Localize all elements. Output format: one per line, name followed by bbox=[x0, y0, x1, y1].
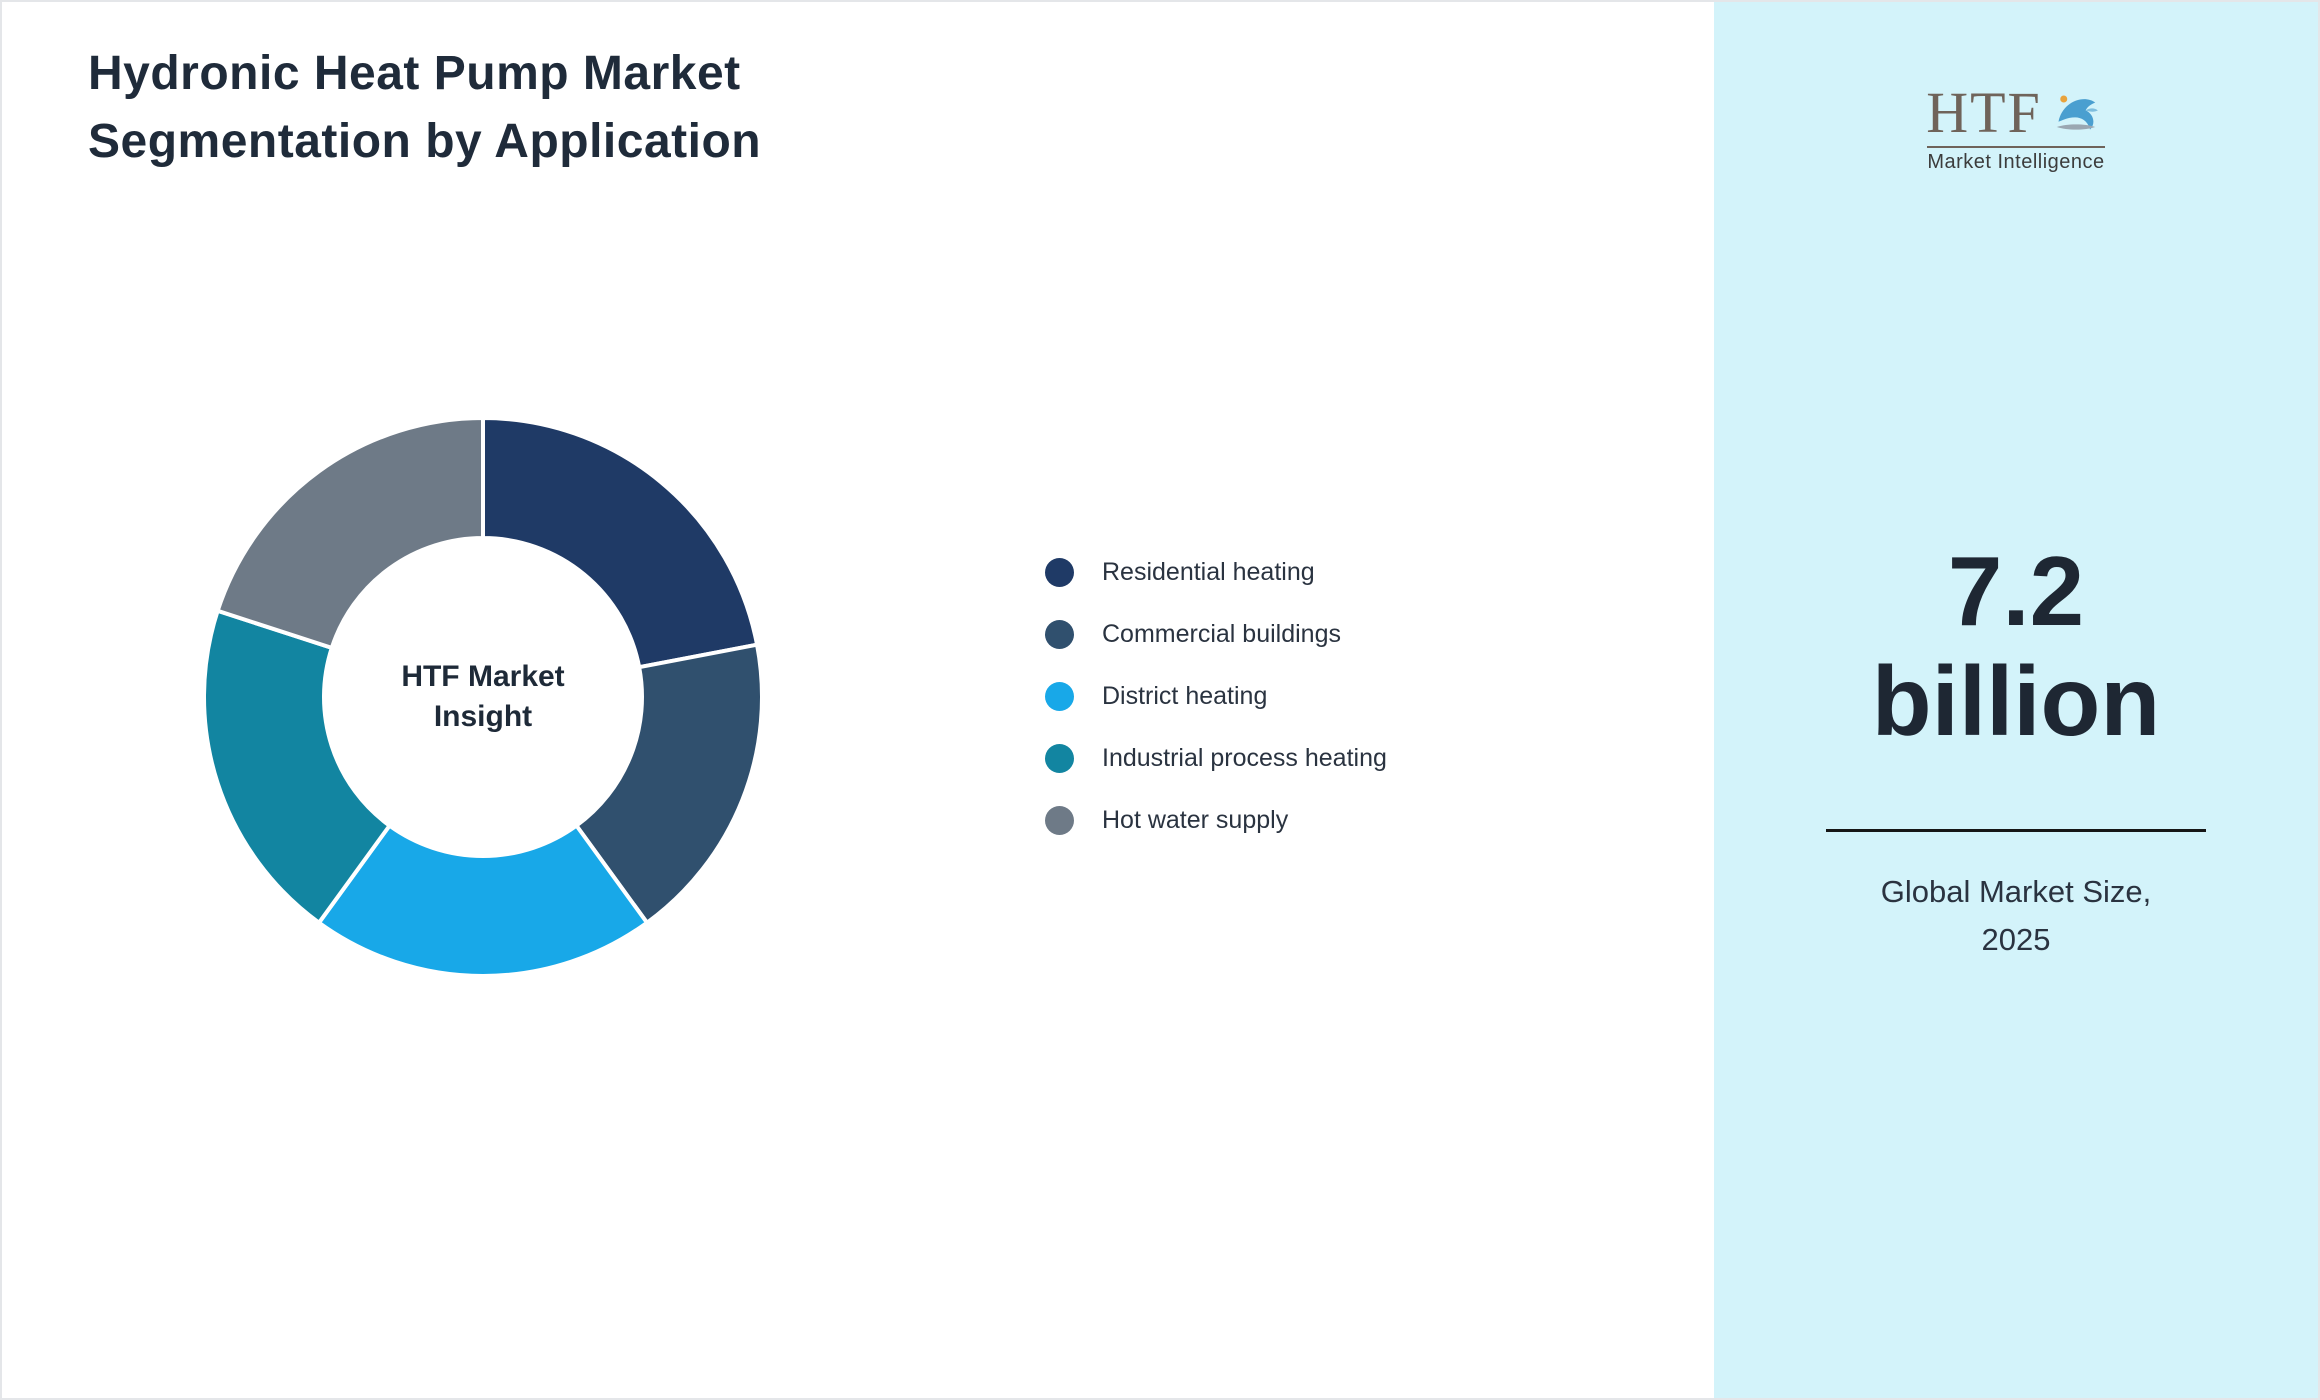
legend-item-residential: Residential heating bbox=[1045, 558, 1387, 587]
legend-label: Commercial buildings bbox=[1102, 620, 1341, 648]
market-size-value: 7.2 billion bbox=[1714, 536, 2318, 757]
legend-dot-icon bbox=[1045, 806, 1074, 835]
market-size-unit: billion bbox=[1871, 645, 2161, 756]
legend-label: Hot water supply bbox=[1102, 806, 1289, 834]
donut-chart-svg bbox=[202, 415, 764, 979]
donut-slice-0 bbox=[481, 415, 760, 670]
page-title: Hydronic Heat Pump Market Segmentation b… bbox=[88, 47, 762, 169]
right-stat-panel: HTF Market Intelligence 7.2 billion Glob… bbox=[1714, 2, 2318, 1398]
legend-item-hot-water: Hot water supply bbox=[1045, 806, 1387, 835]
legend-label: Residential heating bbox=[1102, 558, 1315, 586]
legend-label: Industrial process heating bbox=[1102, 744, 1387, 772]
legend-dot-icon bbox=[1045, 620, 1074, 649]
htf-logo-text: HTF bbox=[1926, 80, 2042, 145]
chart-legend: Residential heating Commercial buildings… bbox=[1045, 558, 1387, 835]
dolphin-icon bbox=[2056, 95, 2098, 130]
donut-chart: HTF Market Insight bbox=[201, 415, 765, 979]
htf-logo-subtext: Market Intelligence bbox=[1927, 146, 2105, 174]
market-size-label: Global Market Size, 2025 bbox=[1880, 874, 2152, 958]
htf-logo: HTF Market Intelligence bbox=[1714, 84, 2318, 174]
legend-dot-icon bbox=[1045, 682, 1074, 711]
legend-item-district: District heating bbox=[1045, 682, 1387, 711]
donut-slice-3 bbox=[202, 608, 393, 926]
legend-dot-icon bbox=[1045, 558, 1074, 587]
donut-slice-2 bbox=[316, 822, 650, 979]
donut-slice-1 bbox=[573, 642, 764, 926]
stat-divider bbox=[1826, 829, 2206, 832]
legend-label: District heating bbox=[1102, 682, 1268, 710]
donut-slice-4 bbox=[215, 415, 485, 651]
legend-item-industrial: Industrial process heating bbox=[1045, 744, 1387, 773]
market-size-number: 7.2 bbox=[1947, 536, 2085, 646]
legend-dot-icon bbox=[1045, 744, 1074, 773]
legend-item-commercial: Commercial buildings bbox=[1045, 620, 1387, 649]
